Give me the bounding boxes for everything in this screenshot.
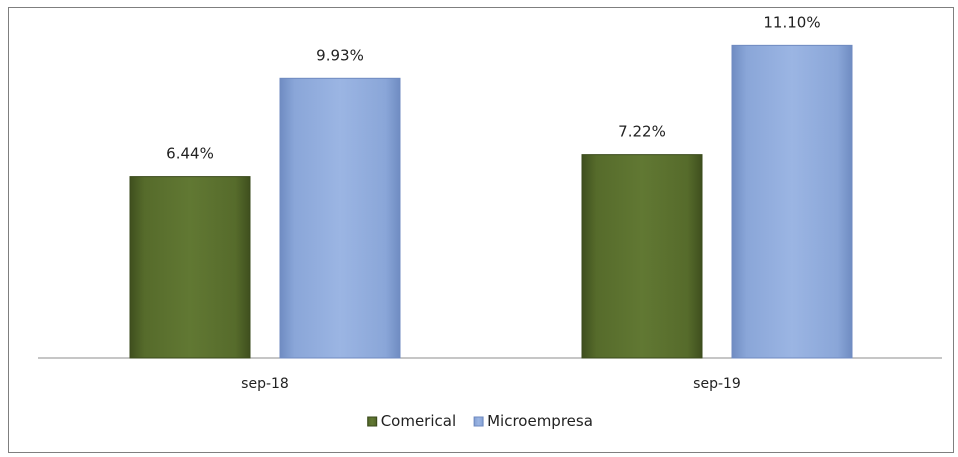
bar-microempresa-sep-19	[731, 44, 853, 359]
bar-microempresa-sep-18	[279, 77, 401, 359]
legend-label-microempresa: Microempresa	[487, 412, 593, 430]
data-label-comerical-sep-18: 6.44%	[166, 145, 214, 163]
x-tick-label-sep-18: sep-18	[241, 376, 289, 392]
bar-comerical-sep-18	[129, 176, 251, 359]
legend-swatch-microempresa	[473, 416, 484, 427]
legend-swatch-comerical	[367, 416, 378, 427]
data-label-comerical-sep-19: 7.22%	[618, 123, 666, 141]
x-tick-label-sep-19: sep-19	[693, 376, 741, 392]
data-label-microempresa-sep-18: 9.93%	[316, 46, 364, 64]
data-label-microempresa-sep-19: 11.10%	[763, 13, 820, 31]
bar-comerical-sep-19	[581, 154, 703, 359]
legend: Comerical Microempresa	[367, 412, 593, 430]
legend-label-comerical: Comerical	[381, 412, 456, 430]
